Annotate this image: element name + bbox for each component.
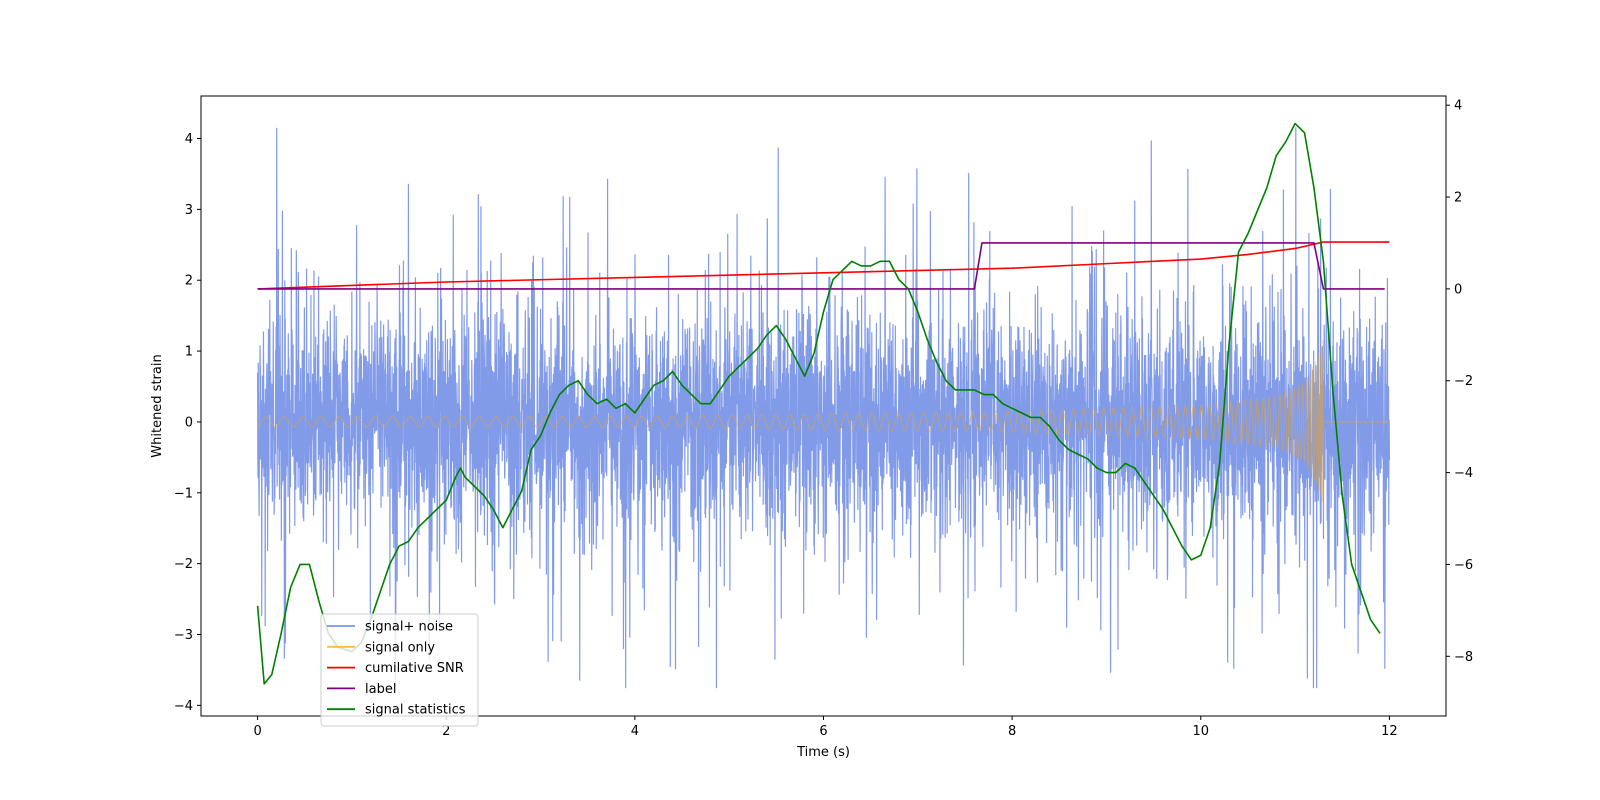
x-axis-label: Time (s) — [796, 745, 850, 760]
x-tick-label: 6 — [819, 724, 827, 739]
y2-tick-label: −6 — [1454, 558, 1473, 573]
legend-label: signal only — [365, 640, 435, 655]
x-tick-label: 8 — [1008, 724, 1016, 739]
y2-tick-label: 4 — [1454, 99, 1462, 114]
y-axis-right: −8 −6 −4 −2 0 2 4 — [1446, 99, 1473, 665]
series-signal-statistics — [256, 122, 1381, 685]
legend-box — [320, 613, 479, 727]
legend-label: signal statistics — [365, 703, 466, 718]
legend-label: signal+ noise — [365, 620, 453, 635]
y-tick-label: 4 — [185, 132, 193, 147]
y-tick-label: −3 — [174, 628, 193, 643]
x-tick-label: 4 — [631, 724, 639, 739]
y2-tick-label: 2 — [1454, 191, 1462, 206]
y2-tick-label: 0 — [1454, 282, 1462, 297]
series-cumulative-snr — [257, 241, 1390, 290]
y-tick-label: 3 — [185, 203, 193, 218]
legend-label: label — [365, 682, 396, 697]
y-axis-left: −4 −3 −2 −1 0 1 2 3 4 — [174, 132, 201, 714]
series-label — [257, 242, 1385, 290]
legend-label: cumilative SNR — [365, 661, 464, 676]
y-axis-label: Whitened strain — [150, 354, 165, 457]
legend: signal+ noise signal only cumilative SNR la… — [320, 613, 479, 727]
y-tick-label: −4 — [174, 699, 193, 714]
y-tick-label: 1 — [185, 345, 193, 360]
x-tick-label: 12 — [1381, 724, 1398, 739]
y-tick-label: 2 — [185, 274, 193, 289]
series-signal-noise — [256, 127, 1391, 689]
x-tick-label: 10 — [1192, 724, 1209, 739]
y2-tick-label: −8 — [1454, 650, 1473, 665]
series-signal-only — [257, 340, 1390, 516]
x-tick-label: 0 — [253, 724, 261, 739]
series-layer — [256, 122, 1391, 689]
x-tick-label: 2 — [442, 724, 450, 739]
y-tick-label: −1 — [174, 486, 193, 501]
y2-tick-label: −2 — [1454, 374, 1473, 389]
y2-tick-label: −4 — [1454, 466, 1473, 481]
y-tick-label: −2 — [174, 557, 193, 572]
y-tick-label: 0 — [185, 415, 193, 430]
